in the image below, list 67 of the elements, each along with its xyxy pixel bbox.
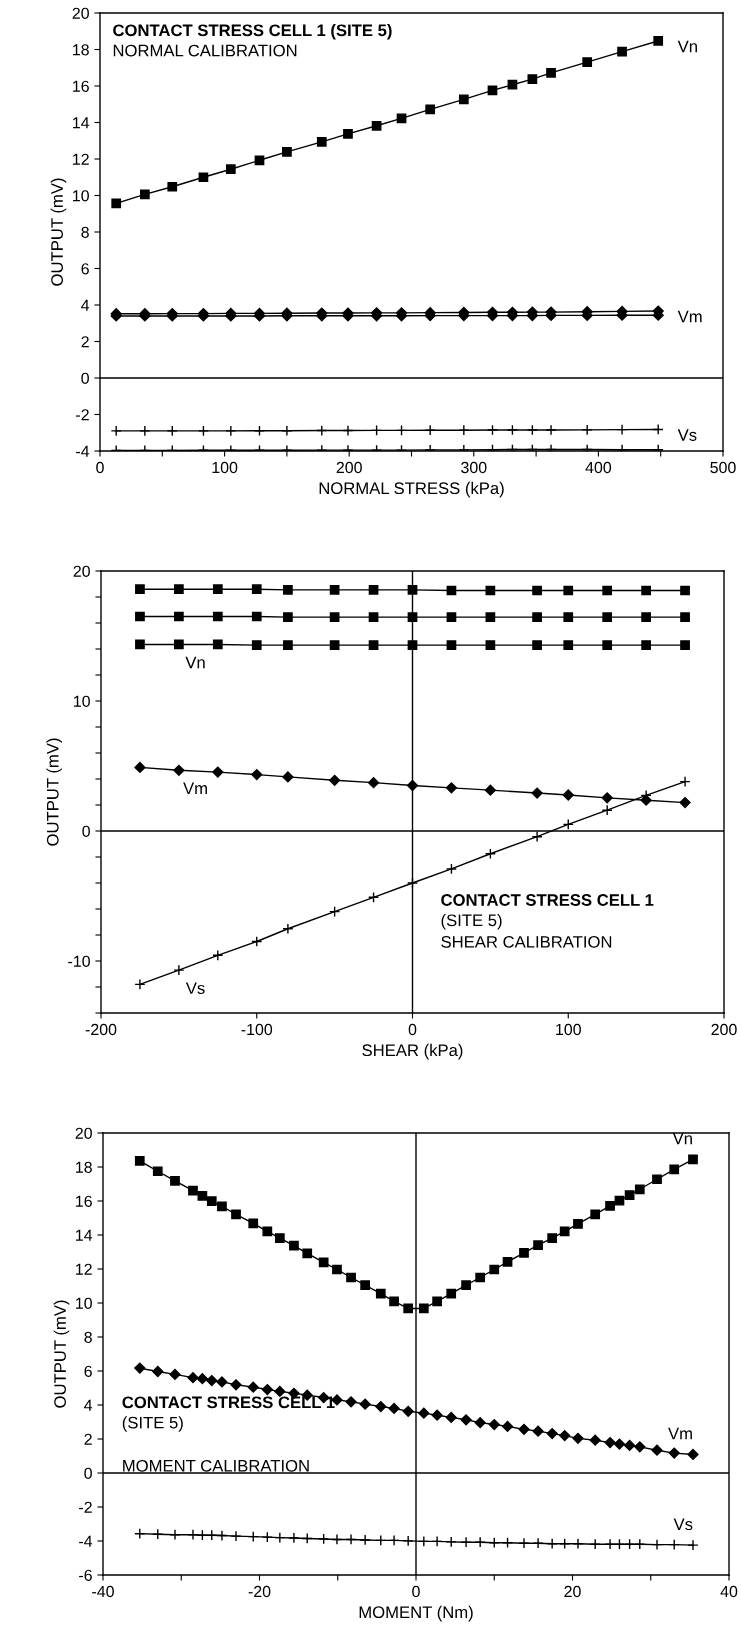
y-tick-label: 16 [76, 1195, 92, 1207]
y-tick-label: -10 [68, 955, 90, 967]
series-label: Vm [668, 1427, 692, 1440]
text: (SITE 5) MOMENT CALIBRATION [122, 1416, 309, 1472]
text: (SITE 5) SHEAR CALIBRATION [441, 913, 612, 948]
y-tick-label: 0 [84, 1467, 92, 1479]
y-axis-title: OUTPUT (mV) [53, 1300, 70, 1408]
series-label: Vm [183, 782, 207, 795]
y-tick-label: 6 [84, 1365, 92, 1377]
y-tick-label: -4 [76, 445, 90, 457]
x-tick-label: 100 [556, 1023, 581, 1036]
series-label: Vm [677, 310, 702, 323]
series-label: Vn [677, 40, 697, 53]
series-label: Vs [677, 429, 697, 441]
y-tick-label: -2 [79, 1501, 92, 1513]
x-axis-title: MOMENT (Nm) [359, 1605, 473, 1622]
y-tick-label: 14 [73, 117, 90, 129]
y-tick-label: 12 [76, 1263, 92, 1275]
series-label: Vn [185, 656, 205, 669]
x-tick-label: 300 [461, 461, 487, 474]
y-tick-label: 0 [82, 825, 90, 837]
y-axis-title: OUTPUT (mV) [50, 178, 67, 286]
y-tick-label: 8 [84, 1331, 92, 1343]
y-tick-label: 20 [75, 1127, 92, 1139]
y-tick-label: 16 [73, 80, 89, 92]
text: CONTACT STRESS CELL 1 [441, 894, 654, 906]
x-tick-label: -100 [241, 1023, 273, 1036]
y-tick-label: 2 [84, 1433, 92, 1445]
text: NORMAL CALIBRATION [113, 44, 297, 57]
y-tick-label: 12 [73, 153, 89, 165]
y-tick-label: 18 [76, 1161, 92, 1173]
y-axis-title: OUTPUT (mV) [46, 738, 62, 846]
y-tick-label: 0 [81, 372, 89, 384]
y-tick-label: 14 [76, 1229, 93, 1241]
y-tick-label: 4 [84, 1399, 93, 1411]
y-tick-label: 2 [81, 336, 89, 348]
y-tick-label: 8 [81, 226, 89, 238]
y-tick-label: 20 [72, 7, 89, 19]
series-label: Vs [185, 982, 205, 995]
x-tick-label: -20 [248, 1585, 271, 1598]
y-tick-label: 4 [81, 299, 90, 311]
y-tick-label: 10 [74, 695, 90, 707]
y-tick-label: 20 [73, 565, 90, 577]
x-axis-title: SHEAR (kPa) [362, 1043, 463, 1060]
x-tick-label: 0 [96, 461, 104, 474]
x-tick-label: 100 [212, 461, 238, 474]
x-tick-label: 500 [710, 461, 736, 474]
y-tick-label: -6 [79, 1569, 92, 1581]
x-axis-title: NORMAL STRESS (kPa) [319, 481, 504, 498]
y-tick-label: -4 [79, 1535, 93, 1547]
y-tick-label: 10 [76, 1297, 92, 1309]
x-tick-label: 200 [711, 1023, 737, 1036]
text: CONTACT STRESS CELL 1 (SITE 5) [113, 23, 392, 40]
x-tick-label: 40 [720, 1585, 738, 1598]
x-tick-label: 20 [564, 1585, 581, 1598]
y-tick-label: 18 [73, 44, 89, 56]
x-tick-label: 0 [412, 1585, 420, 1598]
x-tick-label: -40 [92, 1585, 114, 1598]
series-label: Vn [672, 1132, 692, 1145]
x-tick-label: 0 [408, 1023, 417, 1036]
y-tick-label: 6 [81, 263, 89, 275]
series-label: Vs [673, 1518, 693, 1531]
y-tick-label: 10 [73, 190, 89, 202]
x-tick-label: 200 [336, 461, 362, 474]
y-tick-label: -2 [76, 409, 89, 421]
x-tick-label: 400 [585, 461, 612, 474]
x-tick-label: -200 [85, 1023, 117, 1036]
